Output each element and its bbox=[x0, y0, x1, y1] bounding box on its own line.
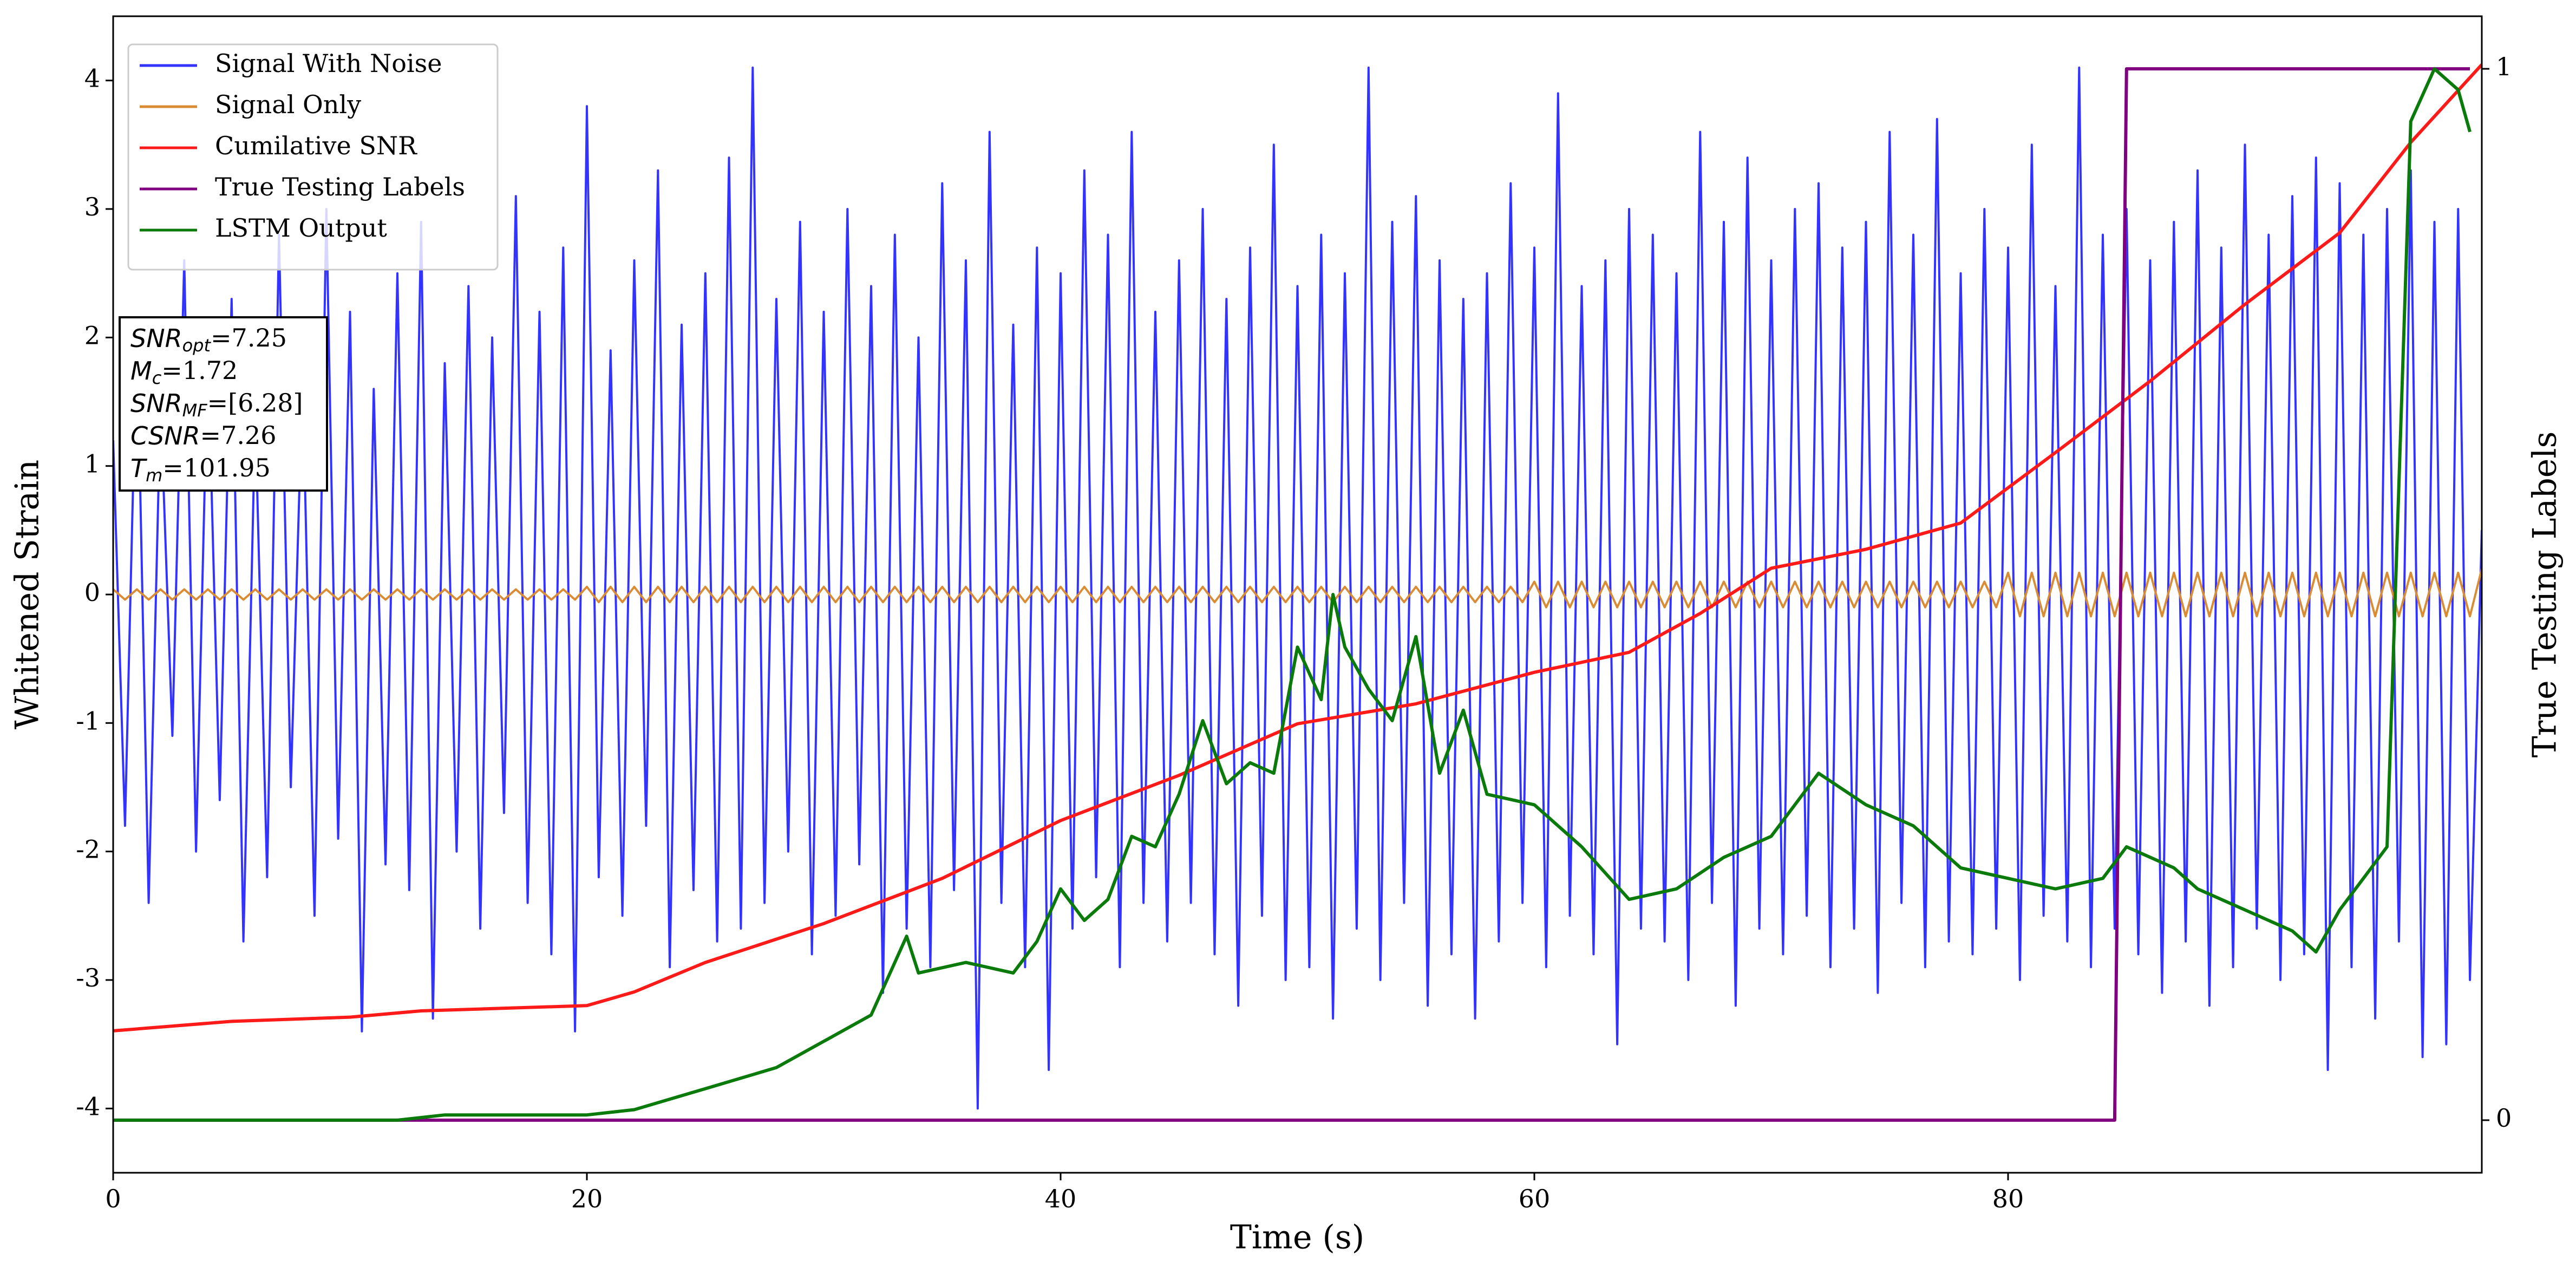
legend-box bbox=[127, 43, 499, 271]
annotation-subscript: opt bbox=[182, 335, 212, 356]
series-line bbox=[113, 66, 2482, 1110]
annotation-value: =101.95 bbox=[162, 453, 271, 482]
annotation-text: CSNR=7.26 bbox=[130, 421, 277, 450]
annotation-symbol: T bbox=[130, 454, 148, 483]
y2-tick-label: 1 bbox=[2496, 52, 2512, 81]
y-tick-label: 1 bbox=[84, 449, 100, 479]
annotation-text: SNRopt=7.25 bbox=[130, 323, 287, 356]
annotation-value: =[6.28] bbox=[207, 388, 303, 417]
y-tick-label: -4 bbox=[76, 1092, 100, 1121]
x-tick-label: 0 bbox=[105, 1184, 121, 1213]
annotation-subscript: c bbox=[152, 368, 162, 388]
x-axis-label: Time (s) bbox=[1230, 1219, 1364, 1257]
series-line bbox=[113, 569, 2482, 618]
y-tick-label: 4 bbox=[84, 64, 100, 93]
annotation-text: Mc=1.72 bbox=[130, 356, 238, 388]
legend-label: True Testing Labels bbox=[215, 172, 465, 201]
legend-label: Signal With Noise bbox=[215, 49, 442, 78]
y-tick-label: 2 bbox=[84, 321, 100, 350]
y-tick-label: -2 bbox=[76, 835, 100, 864]
annotation-subscript: MF bbox=[182, 400, 208, 421]
legend-label: LSTM Output bbox=[215, 213, 387, 243]
legend-label: Cumilative SNR bbox=[215, 131, 417, 160]
annotation-text: Tm=101.95 bbox=[130, 453, 271, 486]
annotation-subscript: m bbox=[146, 465, 162, 486]
annotation-value: =1.72 bbox=[161, 356, 238, 385]
annotation-symbol: SNR bbox=[130, 324, 182, 353]
legend-label: Signal Only bbox=[215, 90, 361, 119]
plot-area bbox=[113, 63, 2482, 1122]
annotation-value: =7.25 bbox=[211, 323, 287, 352]
x-tick-label: 80 bbox=[1992, 1184, 2024, 1213]
x-tick-label: 60 bbox=[1519, 1184, 1551, 1213]
annotation-symbol: M bbox=[130, 356, 152, 386]
y-tick-label: -3 bbox=[76, 963, 100, 992]
annotation-symbol: SNR bbox=[130, 389, 182, 418]
y-axis-label: Whitened Strain bbox=[9, 460, 47, 729]
series-line bbox=[113, 67, 2472, 1122]
y-tick-label: 0 bbox=[84, 578, 100, 607]
y2-axis-label: True Testing Labels bbox=[2526, 432, 2564, 758]
series-line bbox=[113, 63, 2482, 1033]
annotation-text: SNRMF=[6.28] bbox=[130, 388, 303, 421]
y-tick-label: 3 bbox=[84, 192, 100, 221]
x-tick-label: 20 bbox=[571, 1184, 603, 1213]
annotation-value: =7.26 bbox=[200, 421, 277, 450]
y-tick-label: -1 bbox=[76, 706, 100, 735]
y2-tick-label: 0 bbox=[2496, 1103, 2512, 1133]
series-line bbox=[113, 67, 2470, 1122]
x-tick-label: 40 bbox=[1045, 1184, 1077, 1213]
plot-frame bbox=[112, 15, 2483, 1174]
annotation-symbol: CSNR bbox=[130, 421, 200, 450]
annotation-box bbox=[119, 316, 328, 492]
